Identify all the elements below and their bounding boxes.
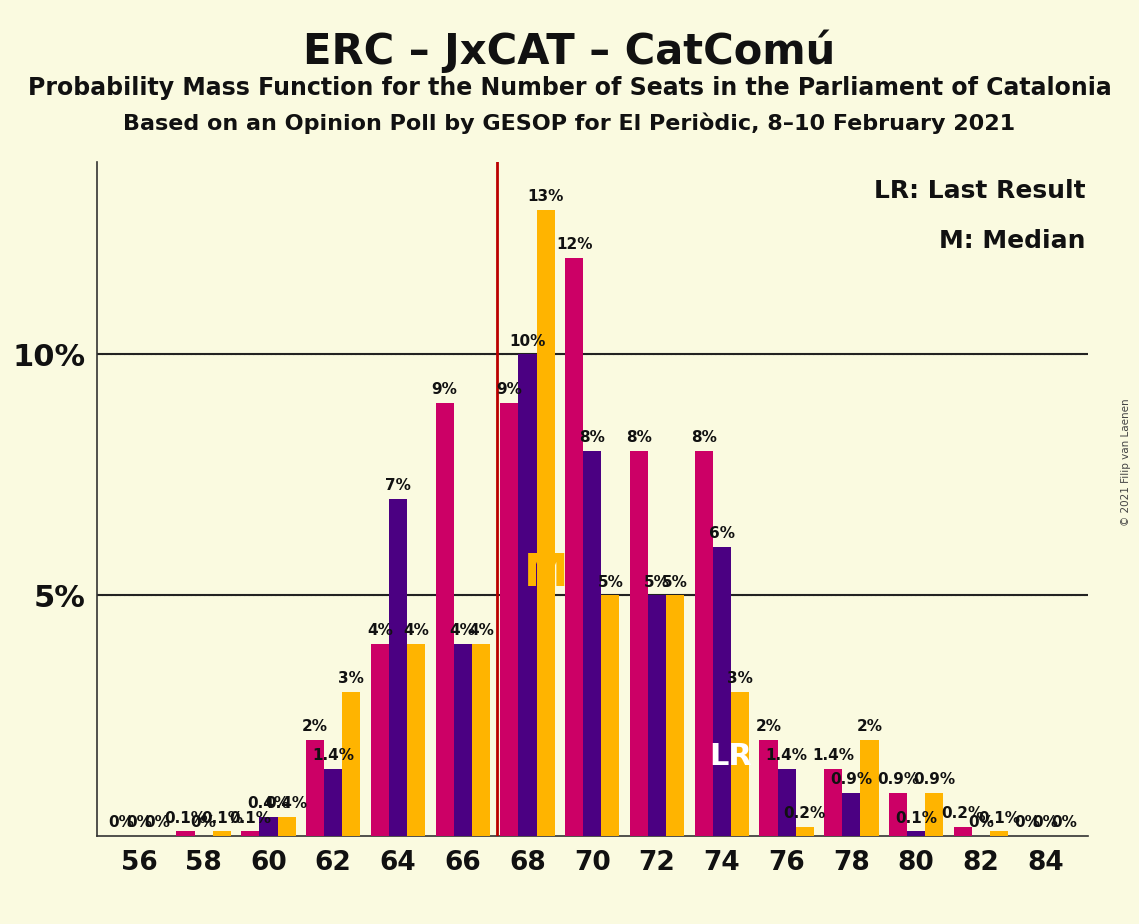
Bar bbox=[695, 451, 713, 836]
Bar bbox=[925, 793, 943, 836]
Text: 8%: 8% bbox=[580, 430, 605, 445]
Text: 9%: 9% bbox=[497, 382, 523, 396]
Text: 0%: 0% bbox=[126, 816, 151, 831]
Bar bbox=[241, 832, 260, 836]
Text: 4%: 4% bbox=[367, 623, 393, 638]
Text: 0.9%: 0.9% bbox=[830, 772, 872, 787]
Text: 8%: 8% bbox=[626, 430, 652, 445]
Bar bbox=[601, 595, 620, 836]
Bar bbox=[842, 793, 860, 836]
Text: 4%: 4% bbox=[403, 623, 429, 638]
Bar bbox=[630, 451, 648, 836]
Text: 0%: 0% bbox=[968, 816, 994, 831]
Text: 0.1%: 0.1% bbox=[978, 810, 1021, 826]
Bar bbox=[177, 832, 195, 836]
Text: 1.4%: 1.4% bbox=[312, 748, 354, 763]
Text: Probability Mass Function for the Number of Seats in the Parliament of Catalonia: Probability Mass Function for the Number… bbox=[27, 76, 1112, 100]
Text: 2%: 2% bbox=[857, 719, 883, 734]
Bar bbox=[990, 832, 1008, 836]
Text: 2%: 2% bbox=[302, 719, 328, 734]
Text: 0%: 0% bbox=[1015, 816, 1040, 831]
Text: 5%: 5% bbox=[598, 575, 623, 590]
Text: 4%: 4% bbox=[468, 623, 494, 638]
Bar bbox=[583, 451, 601, 836]
Bar bbox=[860, 740, 878, 836]
Text: 0%: 0% bbox=[190, 816, 216, 831]
Bar bbox=[760, 740, 778, 836]
Bar bbox=[388, 499, 407, 836]
Text: 13%: 13% bbox=[527, 189, 564, 204]
Text: LR: Last Result: LR: Last Result bbox=[874, 178, 1085, 202]
Text: 0%: 0% bbox=[1033, 816, 1058, 831]
Text: 3%: 3% bbox=[338, 671, 364, 686]
Bar bbox=[666, 595, 685, 836]
Text: 0%: 0% bbox=[1051, 816, 1076, 831]
Text: 0.1%: 0.1% bbox=[229, 810, 271, 826]
Text: 0%: 0% bbox=[145, 816, 170, 831]
Bar bbox=[648, 595, 666, 836]
Bar bbox=[472, 643, 490, 836]
Bar bbox=[796, 827, 813, 836]
Text: 0.2%: 0.2% bbox=[942, 806, 984, 821]
Text: 7%: 7% bbox=[385, 479, 411, 493]
Text: 0.9%: 0.9% bbox=[913, 772, 956, 787]
Text: 5%: 5% bbox=[645, 575, 670, 590]
Bar bbox=[731, 692, 749, 836]
Text: LR: LR bbox=[708, 742, 752, 772]
Bar bbox=[778, 769, 796, 836]
Bar bbox=[825, 769, 842, 836]
Text: 10%: 10% bbox=[509, 334, 546, 348]
Text: 0.1%: 0.1% bbox=[895, 810, 937, 826]
Bar bbox=[435, 403, 453, 836]
Text: 0.4%: 0.4% bbox=[247, 796, 289, 811]
Text: 3%: 3% bbox=[727, 671, 753, 686]
Text: 8%: 8% bbox=[690, 430, 716, 445]
Text: 0.1%: 0.1% bbox=[164, 810, 206, 826]
Text: M: M bbox=[524, 552, 568, 595]
Text: 0.2%: 0.2% bbox=[784, 806, 826, 821]
Text: 9%: 9% bbox=[432, 382, 458, 396]
Bar bbox=[407, 643, 425, 836]
Bar bbox=[500, 403, 518, 836]
Bar bbox=[518, 355, 536, 836]
Text: © 2021 Filip van Laenen: © 2021 Filip van Laenen bbox=[1121, 398, 1131, 526]
Text: 5%: 5% bbox=[662, 575, 688, 590]
Bar bbox=[306, 740, 325, 836]
Bar bbox=[278, 817, 296, 836]
Text: 1.4%: 1.4% bbox=[812, 748, 854, 763]
Bar bbox=[565, 258, 583, 836]
Text: 0%: 0% bbox=[108, 816, 133, 831]
Text: 0.4%: 0.4% bbox=[265, 796, 308, 811]
Text: 12%: 12% bbox=[556, 237, 592, 252]
Text: ERC – JxCAT – CatComú: ERC – JxCAT – CatComú bbox=[303, 30, 836, 73]
Bar bbox=[907, 832, 925, 836]
Text: M: Median: M: Median bbox=[940, 229, 1085, 253]
Bar bbox=[953, 827, 972, 836]
Text: 0.9%: 0.9% bbox=[877, 772, 919, 787]
Bar bbox=[343, 692, 360, 836]
Bar bbox=[453, 643, 472, 836]
Text: Based on an Opinion Poll by GESOP for El Periòdic, 8–10 February 2021: Based on an Opinion Poll by GESOP for El… bbox=[123, 113, 1016, 134]
Text: 1.4%: 1.4% bbox=[765, 748, 808, 763]
Bar bbox=[260, 817, 278, 836]
Bar bbox=[371, 643, 388, 836]
Text: 0.1%: 0.1% bbox=[200, 810, 243, 826]
Text: 2%: 2% bbox=[755, 719, 781, 734]
Text: 6%: 6% bbox=[708, 527, 735, 541]
Bar bbox=[213, 832, 231, 836]
Text: 4%: 4% bbox=[450, 623, 476, 638]
Bar bbox=[536, 210, 555, 836]
Bar bbox=[325, 769, 343, 836]
Bar bbox=[713, 547, 731, 836]
Bar bbox=[888, 793, 907, 836]
